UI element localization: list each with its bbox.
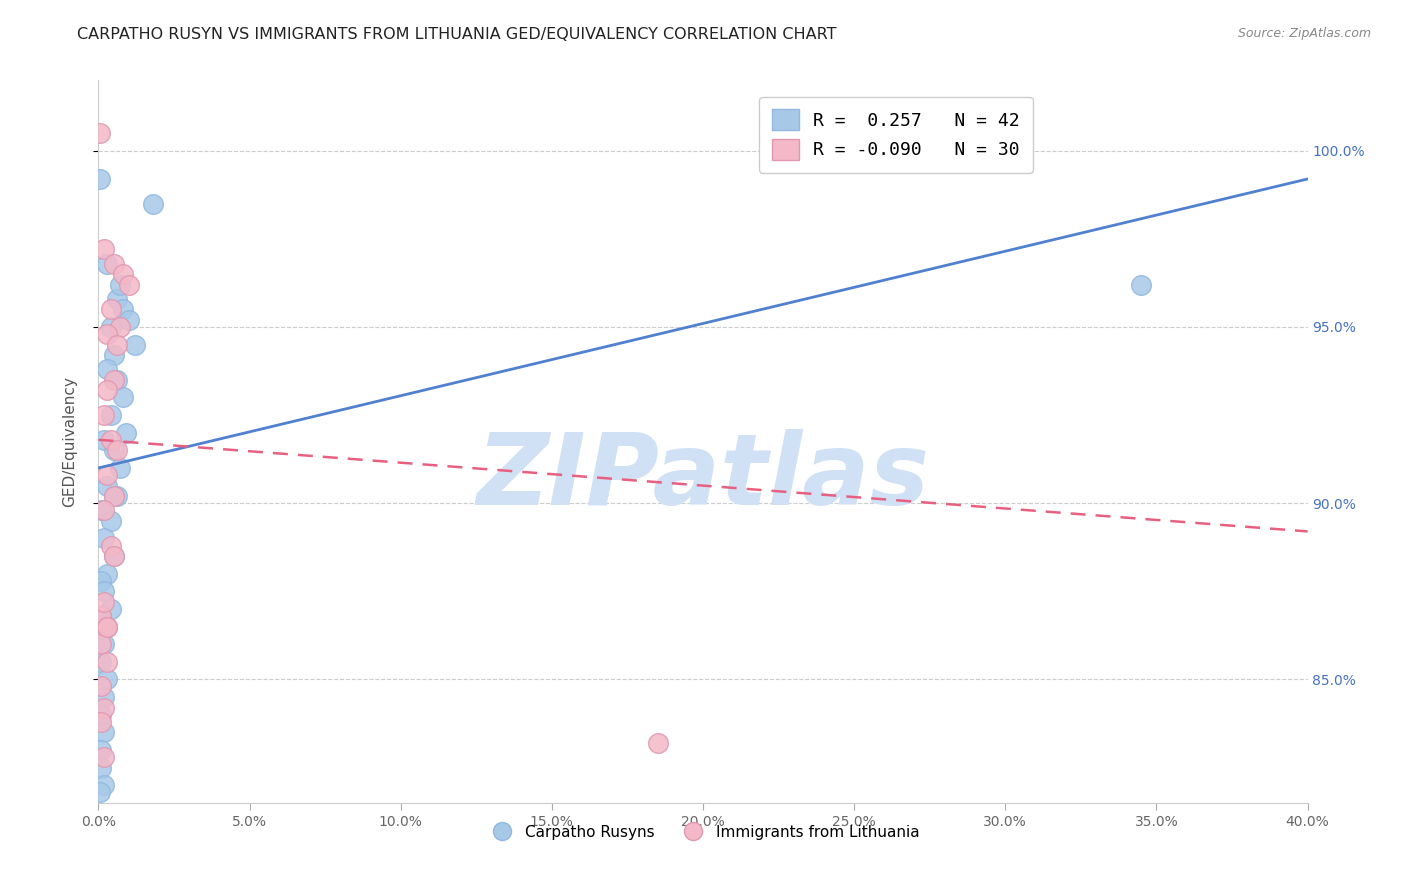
Point (90, 503, 112, 517)
Point (93, 503, 115, 517)
Point (118, 277, 141, 292)
Point (89, 172, 111, 186)
Point (89, 785, 111, 799)
Point (103, 348, 125, 362)
Point (93, 700, 115, 714)
Point (103, 549, 125, 563)
Point (100, 433, 122, 447)
Point (93, 778, 115, 792)
Point (114, 425, 136, 440)
Point (93, 690, 115, 704)
Point (89, 126, 111, 140)
Point (103, 443, 125, 458)
Point (1130, 277, 1153, 292)
Point (90, 760, 112, 774)
Point (93, 433, 115, 447)
Point (108, 320, 131, 334)
Point (96, 384, 118, 398)
Y-axis label: GED/Equivalency: GED/Equivalency (63, 376, 77, 507)
Point (111, 267, 134, 281)
Legend: Carpatho Rusyns, Immigrants from Lithuania: Carpatho Rusyns, Immigrants from Lithuan… (481, 819, 925, 846)
Point (96, 619, 118, 633)
Point (105, 337, 128, 351)
Point (96, 673, 118, 687)
Point (90, 714, 112, 729)
Point (96, 468, 118, 483)
Point (93, 750, 115, 764)
Point (118, 313, 141, 327)
Point (100, 302, 122, 317)
Text: ZIPatlas: ZIPatlas (477, 429, 929, 526)
Point (96, 566, 118, 581)
Point (647, 736, 669, 750)
Point (93, 532, 115, 546)
Point (103, 489, 125, 503)
Point (103, 256, 125, 270)
Point (105, 489, 128, 503)
Point (103, 373, 125, 387)
Point (108, 277, 131, 292)
Point (90, 655, 112, 669)
Point (96, 619, 118, 633)
Point (93, 595, 115, 609)
Point (90, 609, 112, 624)
Point (103, 489, 125, 503)
Point (93, 637, 115, 651)
Point (93, 584, 115, 599)
Point (105, 373, 128, 387)
Point (96, 655, 118, 669)
Point (96, 256, 118, 270)
Point (111, 302, 134, 317)
Point (93, 408, 115, 422)
Point (90, 574, 112, 588)
Point (103, 549, 125, 563)
Point (100, 320, 122, 334)
Text: Source: ZipAtlas.com: Source: ZipAtlas.com (1237, 27, 1371, 40)
Point (105, 443, 128, 458)
Point (90, 707, 112, 722)
Point (96, 478, 118, 492)
Point (96, 326, 118, 341)
Point (93, 725, 115, 739)
Point (142, 196, 165, 211)
Point (93, 243, 115, 257)
Point (96, 619, 118, 633)
Point (100, 602, 122, 616)
Point (100, 514, 122, 528)
Point (90, 609, 112, 624)
Point (96, 362, 118, 376)
Point (90, 637, 112, 651)
Point (105, 292, 128, 306)
Point (90, 680, 112, 694)
Text: CARPATHO RUSYN VS IMMIGRANTS FROM LITHUANIA GED/EQUIVALENCY CORRELATION CHART: CARPATHO RUSYN VS IMMIGRANTS FROM LITHUA… (77, 27, 837, 42)
Point (100, 408, 122, 422)
Point (100, 539, 122, 553)
Point (124, 337, 146, 351)
Point (108, 461, 131, 475)
Point (111, 391, 134, 405)
Point (90, 743, 112, 757)
